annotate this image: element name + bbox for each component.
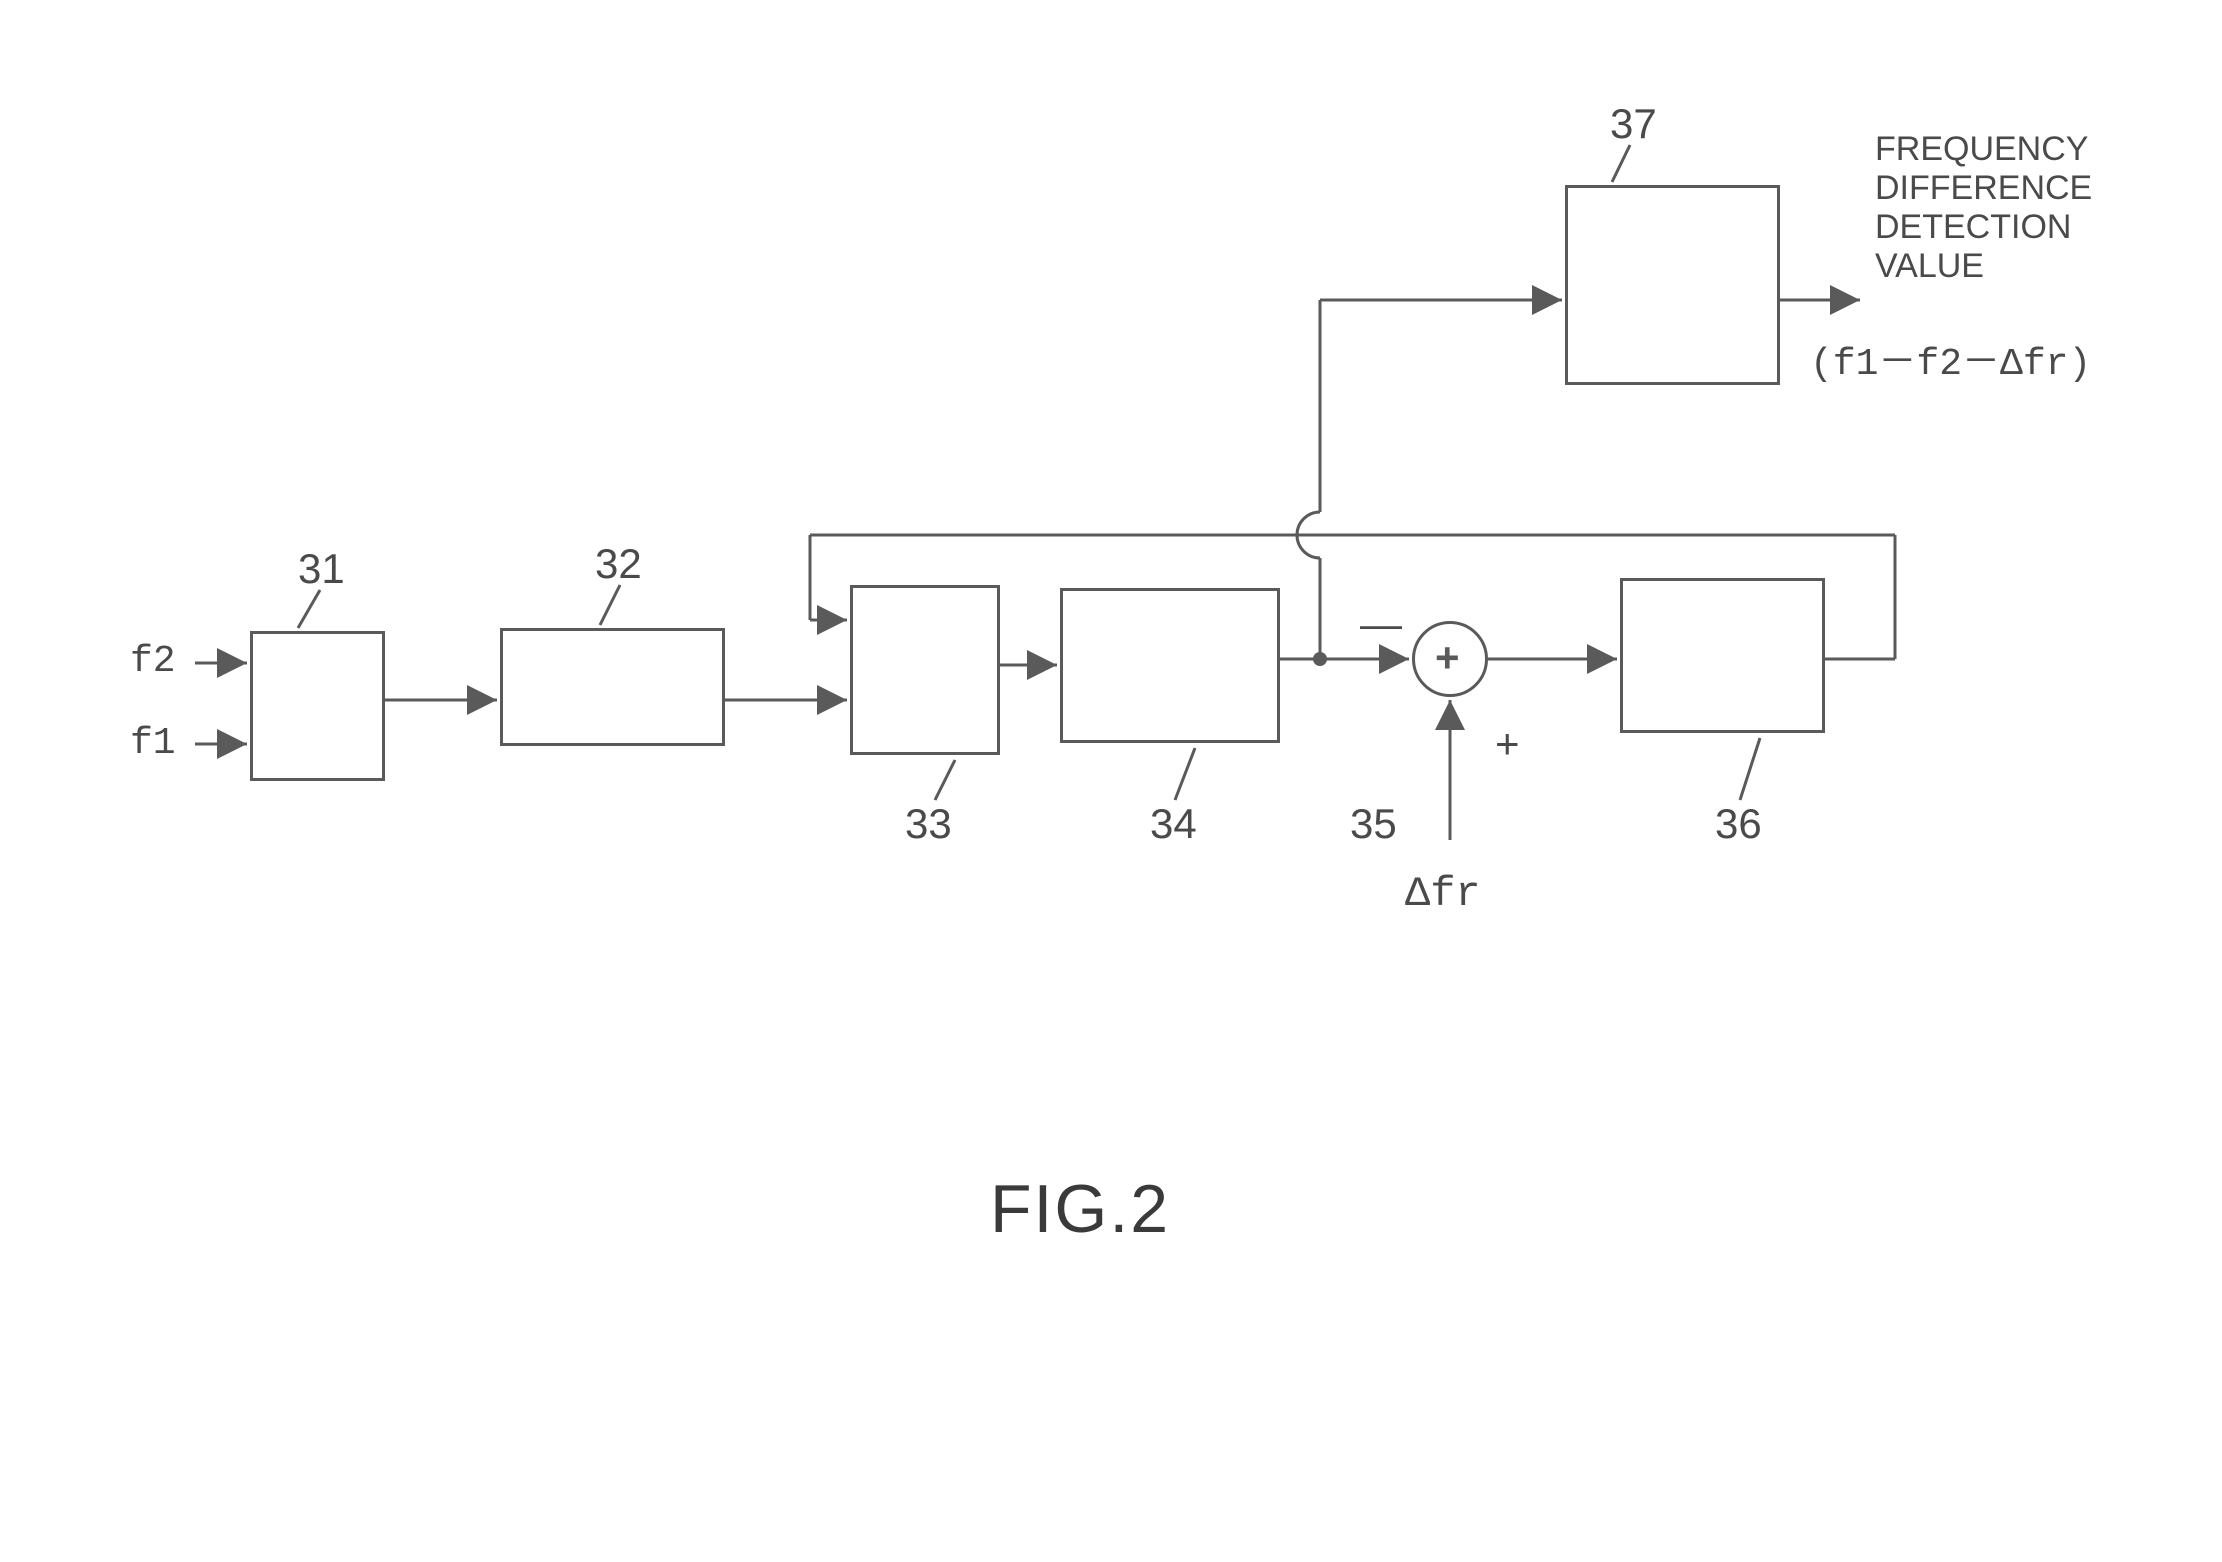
label-34: 34 bbox=[1150, 800, 1197, 848]
label-33: 33 bbox=[905, 800, 952, 848]
summer-plus-icon: + bbox=[1435, 634, 1460, 682]
label-36: 36 bbox=[1715, 800, 1762, 848]
block-36 bbox=[1620, 578, 1825, 733]
summing-junction: + bbox=[1412, 621, 1488, 697]
delta-fr-label: Δfr bbox=[1405, 870, 1481, 918]
block-32 bbox=[500, 628, 725, 746]
input-f1-label: f1 bbox=[130, 722, 176, 765]
output-formula: (f1－f2－Δfr) bbox=[1810, 330, 2091, 386]
output-line-3: DETECTION bbox=[1875, 208, 2092, 247]
block-31 bbox=[250, 631, 385, 781]
label-35: 35 bbox=[1350, 800, 1397, 848]
output-line-1: FREQUENCY bbox=[1875, 130, 2092, 169]
input-f2-label: f2 bbox=[130, 640, 176, 683]
label-32: 32 bbox=[595, 540, 642, 588]
label-31: 31 bbox=[298, 545, 345, 593]
minus-sign: — bbox=[1360, 600, 1402, 648]
block-37 bbox=[1565, 185, 1780, 385]
block-34 bbox=[1060, 588, 1280, 743]
block-diagram: + 31 32 33 34 35 36 37 f2 f1 Δfr — + FRE… bbox=[0, 0, 2222, 1562]
figure-caption: FIG.2 bbox=[990, 1170, 1170, 1248]
label-37: 37 bbox=[1610, 100, 1657, 148]
output-description: FREQUENCY DIFFERENCE DETECTION VALUE bbox=[1875, 130, 2092, 286]
block-33 bbox=[850, 585, 1000, 755]
output-line-4: VALUE bbox=[1875, 247, 2092, 286]
plus-sign-label: + bbox=[1495, 720, 1520, 768]
output-line-2: DIFFERENCE bbox=[1875, 169, 2092, 208]
